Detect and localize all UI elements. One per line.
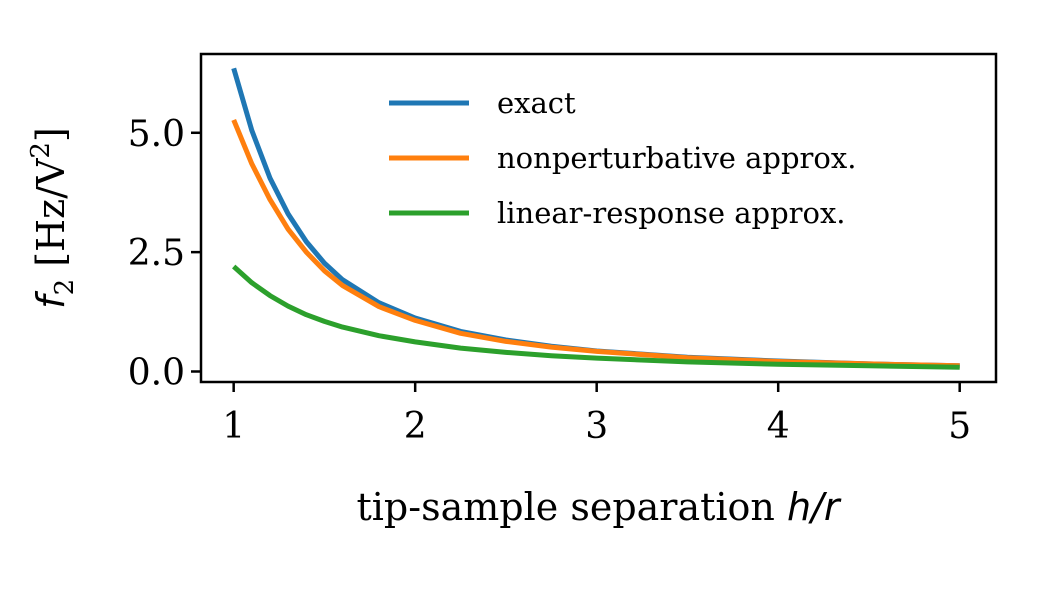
y-axis-label-subscript: 2 <box>50 279 80 296</box>
x-tick-label: 4 <box>767 406 790 447</box>
y-axis-label: f2 [Hz/V2] <box>26 127 80 309</box>
y-tick-label: 2.5 <box>128 233 185 274</box>
x-tick-label: 5 <box>948 406 971 447</box>
series-line-1 <box>231 118 960 369</box>
y-axis-ticks: 0.0 2.5 5.0 <box>128 114 201 393</box>
x-tick-label: 2 <box>404 406 427 447</box>
legend: exact nonperturbative approx. linear-respo… <box>389 86 856 230</box>
series-line-2 <box>232 264 960 370</box>
x-axis-label-text: tip-sample separation <box>357 485 787 529</box>
x-axis-ticks: 1 2 3 4 5 <box>222 382 971 447</box>
y-tick-label: 5.0 <box>128 114 185 155</box>
legend-label-0: exact <box>497 86 576 120</box>
y-tick-label: 0.0 <box>128 352 185 393</box>
x-tick-label: 1 <box>222 406 245 447</box>
legend-label-1: nonperturbative approx. <box>497 141 856 175</box>
x-tick-label: 3 <box>585 406 608 447</box>
y-axis-label-unit-close: ] <box>29 127 73 142</box>
legend-label-2: linear-response approx. <box>497 196 846 230</box>
plot-frame <box>199 52 998 384</box>
x-axis-label: tip-sample separation h/r <box>357 485 842 529</box>
y-axis-label-unit: [Hz/V <box>29 158 73 279</box>
y-axis-label-unit-superscript: 2 <box>26 142 56 159</box>
plot-lines <box>231 67 960 370</box>
x-axis-label-math: h/r <box>787 485 842 529</box>
svg-text:f2 [Hz/V2]: f2 [Hz/V2] <box>26 127 80 309</box>
